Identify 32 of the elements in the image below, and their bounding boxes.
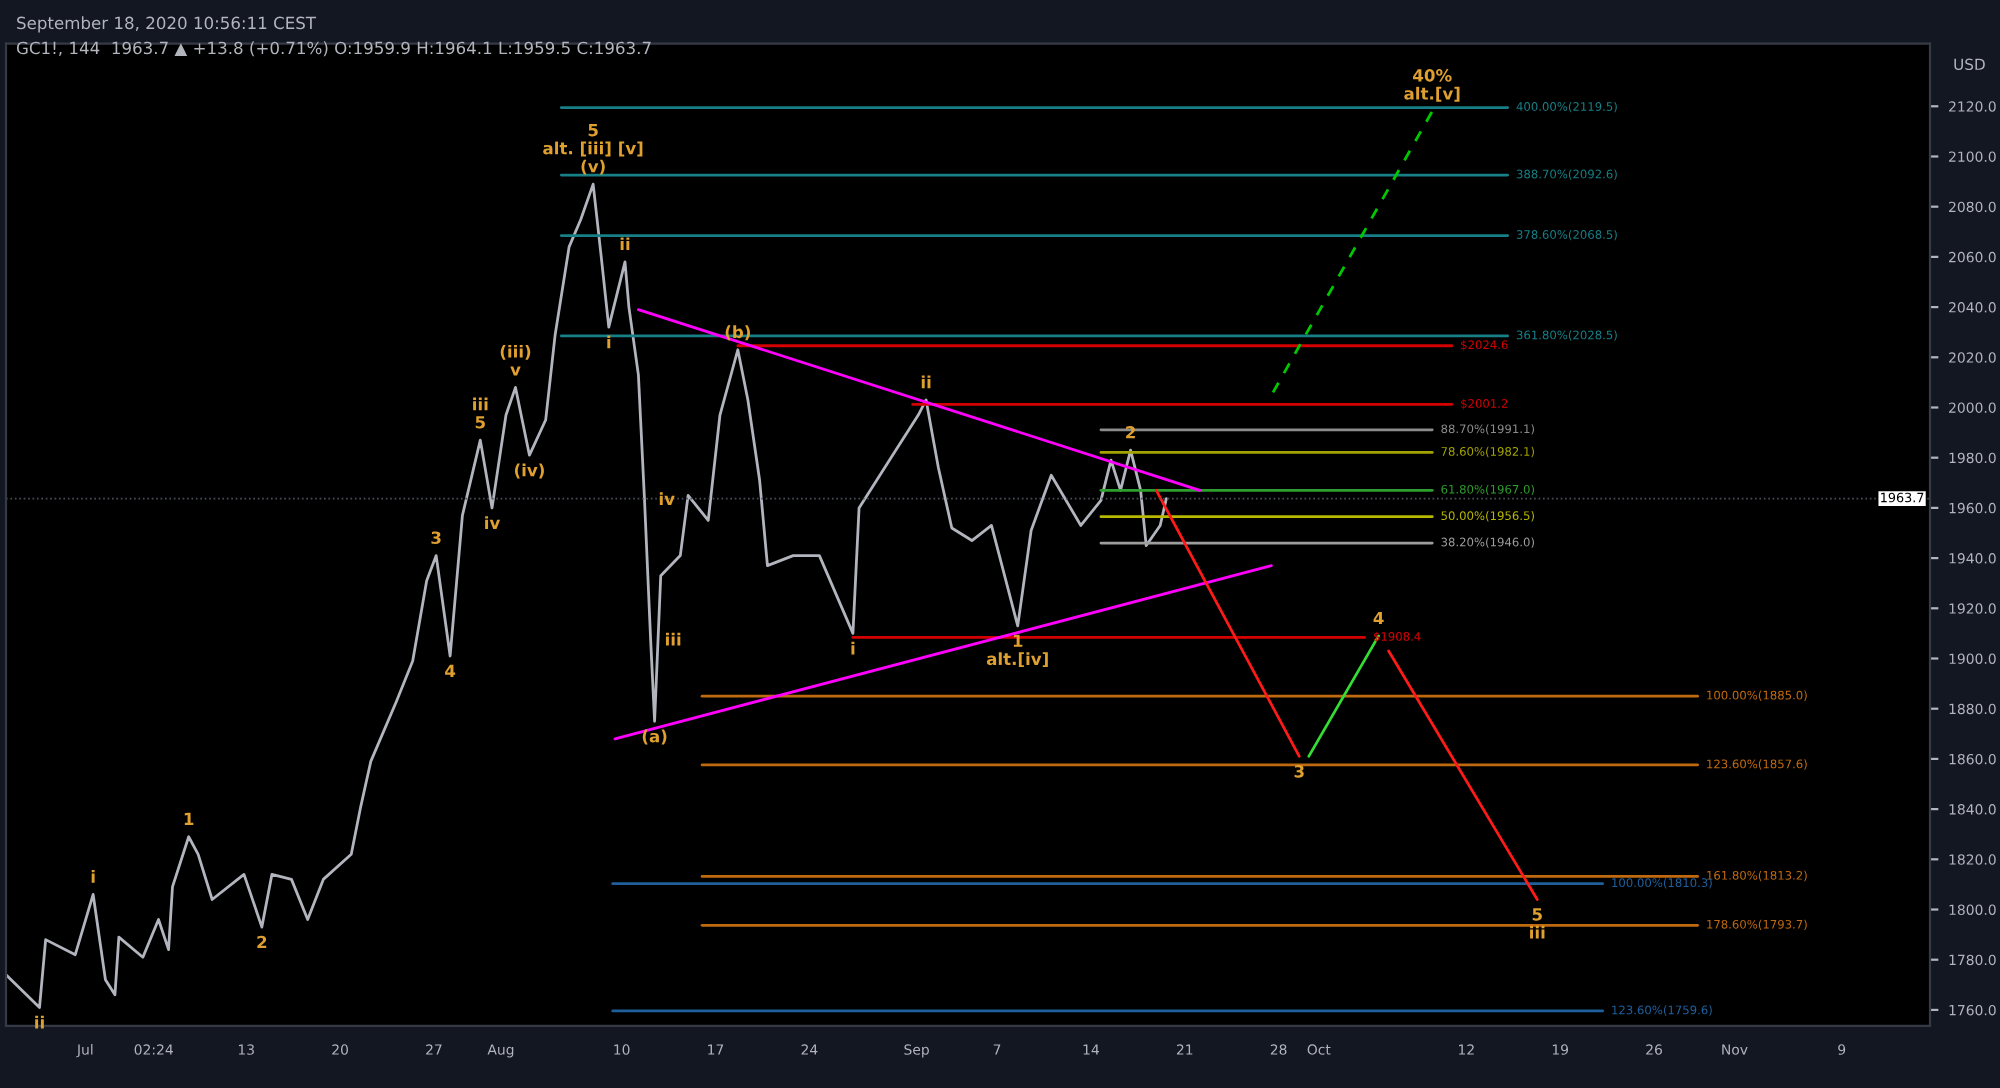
annotation: v <box>510 366 521 376</box>
annotation: 3 <box>1294 765 1304 778</box>
annotation: 1 <box>184 812 194 825</box>
annotation: (v) <box>581 159 605 175</box>
annotation: iv <box>659 492 675 505</box>
annotation: iv <box>485 516 501 529</box>
annotation: ii <box>921 375 931 389</box>
annotation: 5 <box>588 124 598 137</box>
annotation: (a) <box>642 729 667 745</box>
annotation: 2 <box>257 935 267 949</box>
chart-title: September 18, 2020 10:56:11 CEST <box>17 16 317 33</box>
annotation: iii <box>1530 925 1545 939</box>
annotation: (iii) <box>500 344 531 360</box>
annotation: ii <box>620 237 630 251</box>
annotation: i <box>607 335 611 349</box>
chart-subtitle: GC1!, 144 1963.7 ▲ +13.8 (+0.71%) O:1959.9 H:1964.1 L:1959.5 C:1963.7 <box>16 41 651 57</box>
annotation: 4 <box>445 664 456 677</box>
annotation: alt.[iv] <box>986 652 1048 668</box>
annotation: iii <box>665 632 681 646</box>
annotation: 40% <box>1413 69 1452 82</box>
annotation: ii <box>35 1015 44 1029</box>
annotation: i <box>851 641 855 655</box>
annotation: (iv) <box>514 463 544 479</box>
annotation: 5 <box>1532 908 1542 921</box>
annotation: 3 <box>431 531 441 545</box>
annotation: iii <box>473 397 488 411</box>
annotation: alt.[v] <box>1404 86 1460 102</box>
annotation: alt. [iii] [v] <box>543 141 643 157</box>
annotation: 5 <box>475 416 485 429</box>
line-series <box>6 182 1168 1009</box>
annotation: 4 <box>1373 611 1384 625</box>
annotation: i <box>91 869 95 883</box>
